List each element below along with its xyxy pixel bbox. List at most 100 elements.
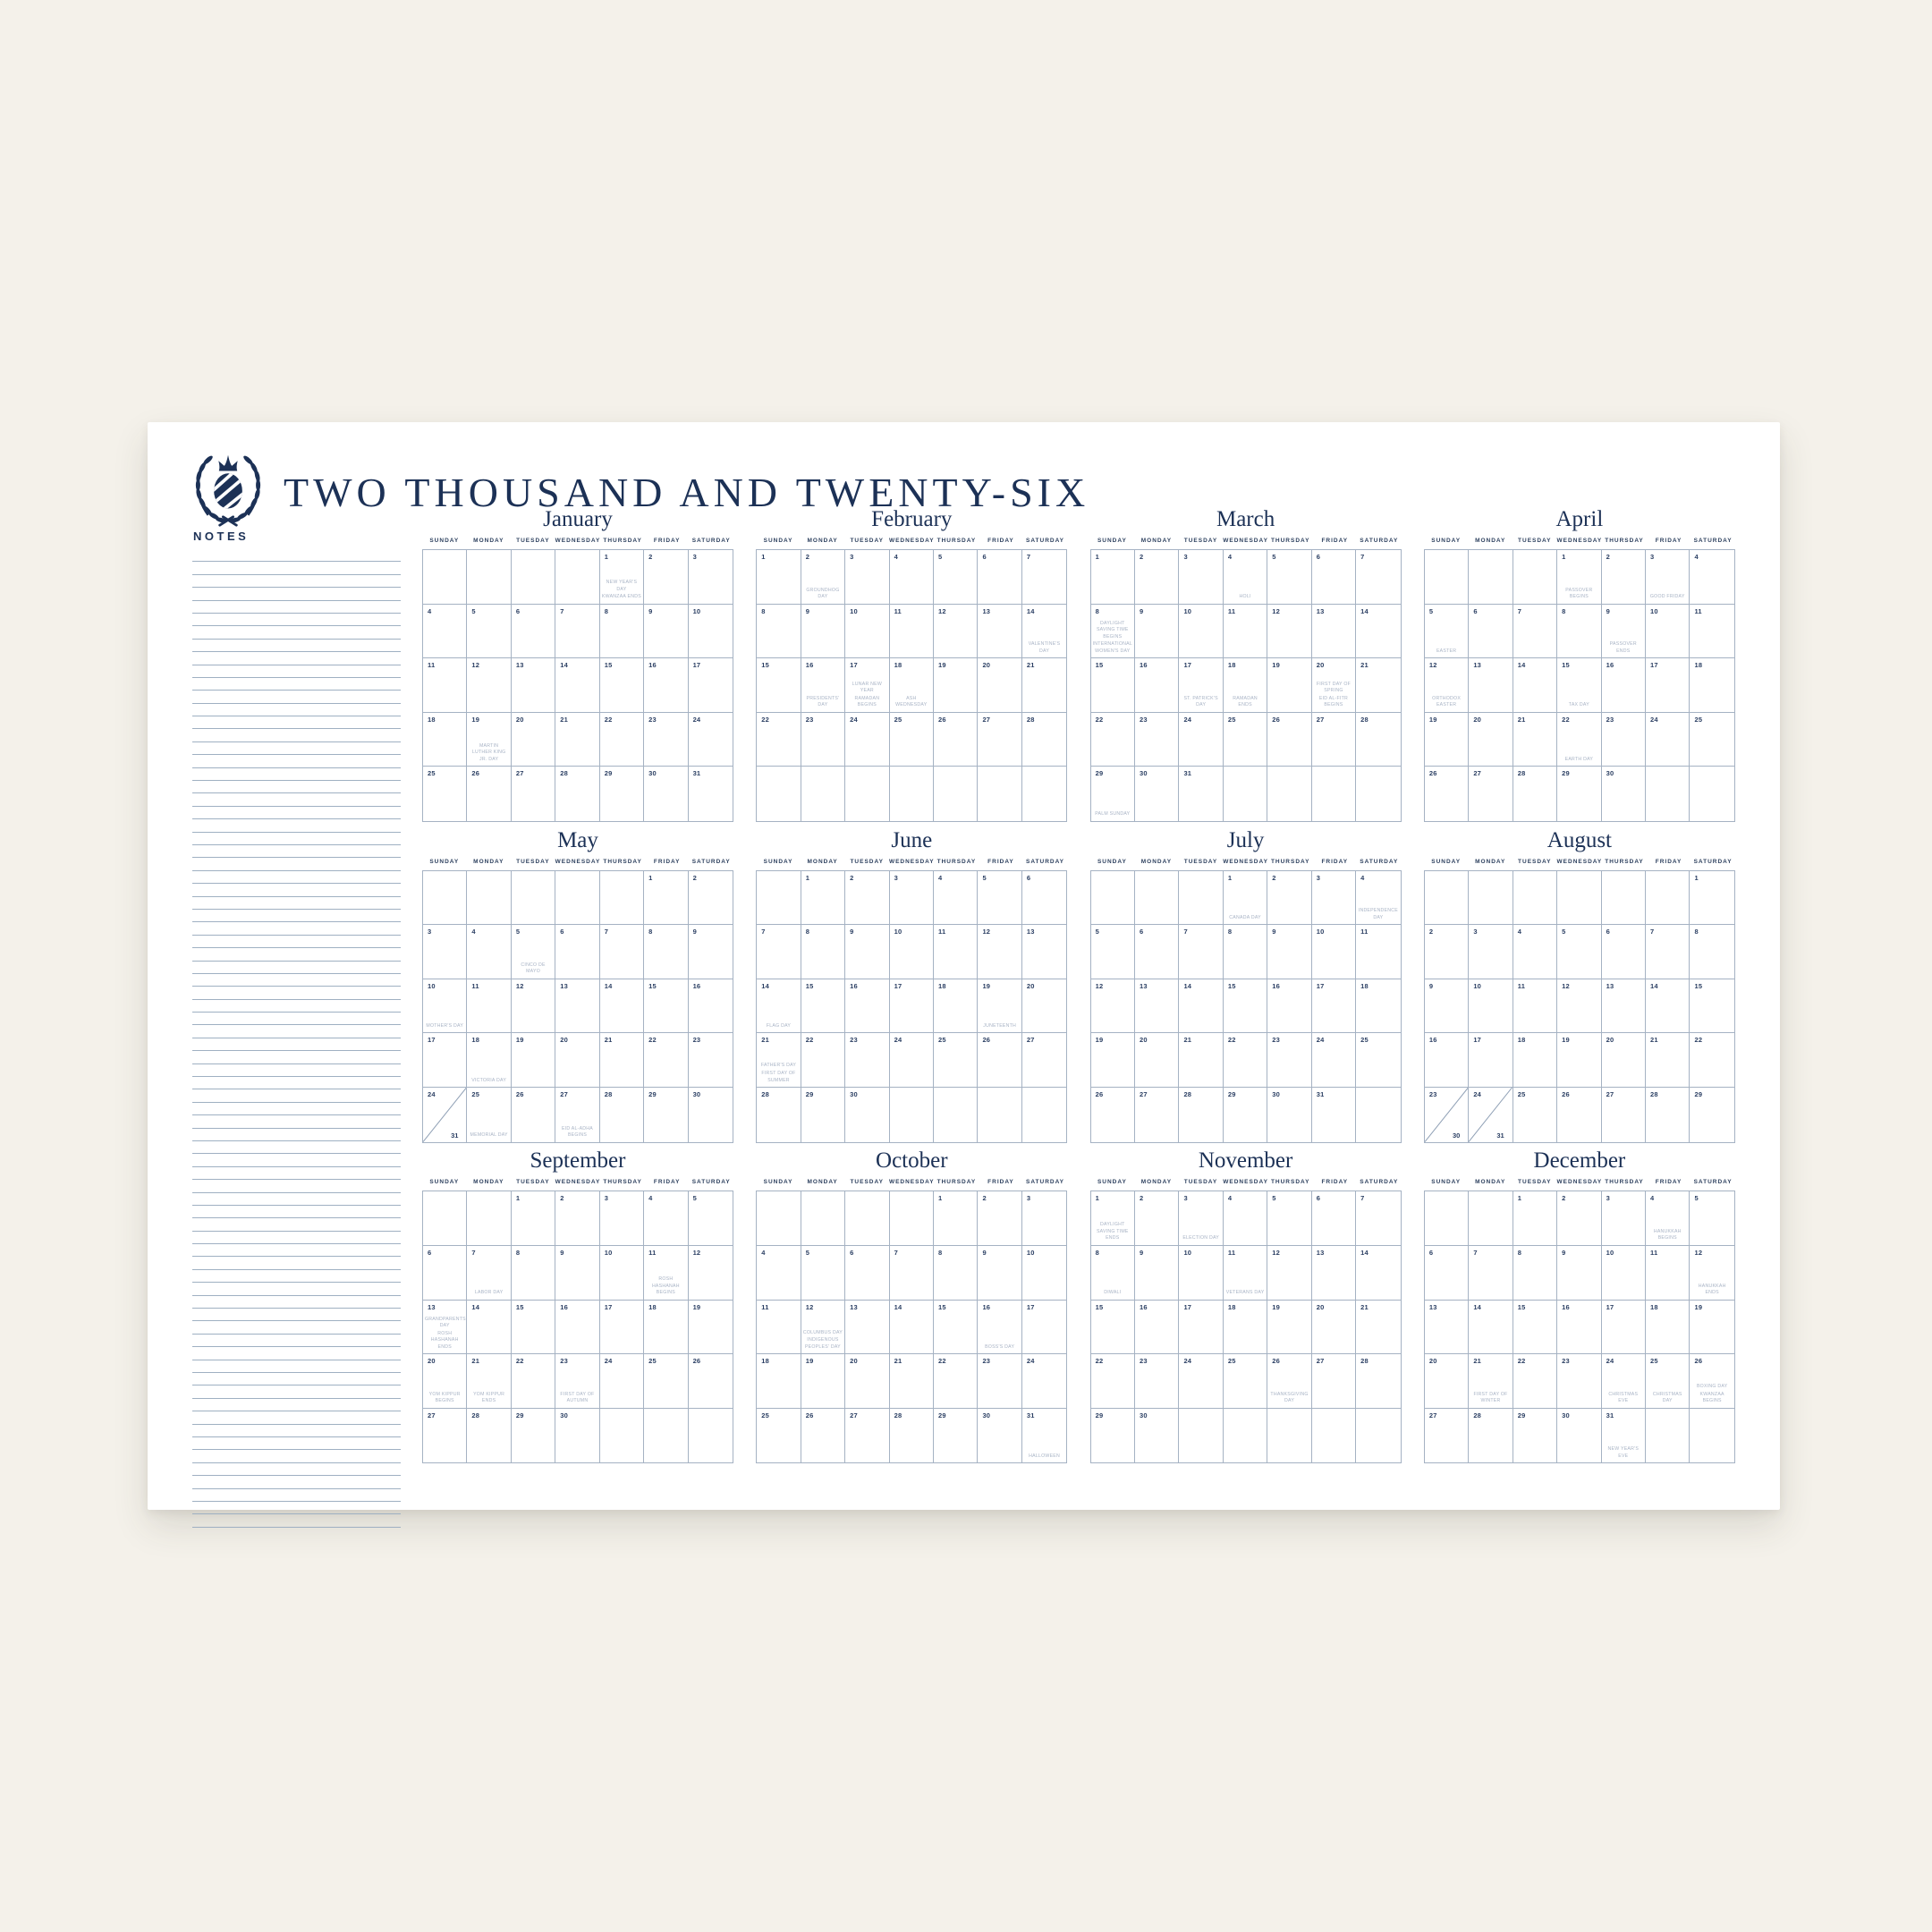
day-number: 17 [850, 661, 858, 670]
day-cell: 21 [555, 712, 600, 767]
day-number: 20 [982, 661, 991, 670]
day-cell: 16 PRESIDENTS' DAY [801, 658, 846, 713]
day-cell: 3 GOOD FRIDAY [1646, 550, 1690, 605]
day-cell: 1 [757, 550, 801, 605]
month-title: April [1555, 507, 1604, 531]
day-number: 22 [761, 715, 770, 724]
day-number: 22 [515, 1357, 524, 1366]
day-number: 1 [1095, 1194, 1099, 1203]
holiday-label: LUNAR NEW YEAR [852, 681, 883, 694]
day-cell: 22 [644, 1033, 689, 1089]
day-cell: 5 CINCO DE MAYO [511, 925, 556, 979]
notes-line [192, 1309, 401, 1322]
day-number: 11 [428, 661, 436, 670]
day-number: 5 [805, 1248, 810, 1257]
day-number: 21 [1360, 661, 1368, 670]
day-cell: 28 [1356, 1354, 1401, 1409]
weekday-label: MONDAY [1140, 538, 1173, 544]
weekday-label: FRIDAY [1655, 538, 1682, 544]
day-number: 20 [1606, 1036, 1614, 1045]
day-cell: 5 [934, 550, 979, 605]
notes-line [192, 1089, 401, 1103]
day-number: 2 [1272, 873, 1276, 882]
day-cell: 7 [1356, 1191, 1401, 1246]
day-cell: 25 [1513, 1088, 1558, 1142]
month-title: November [1198, 1148, 1293, 1174]
day-number: 25 [1694, 715, 1703, 724]
day-cell: 15 [1090, 658, 1136, 713]
day-number: 5 [1095, 928, 1099, 936]
weekday-label: FRIDAY [1321, 1179, 1349, 1186]
day-cell: 3 [599, 1191, 645, 1246]
day-cell: 17 [599, 1300, 645, 1355]
day-cell: 30 [978, 1408, 1022, 1463]
weekday-label: MONDAY [473, 1179, 504, 1186]
day-number: 10 [1026, 1248, 1035, 1257]
pineapple-laurel-crest-icon [195, 453, 262, 527]
day-cell: 12 [978, 925, 1022, 979]
day-number: 10 [1473, 981, 1482, 990]
day-cell: 5 [978, 870, 1022, 926]
day-cell: 2 [644, 550, 689, 605]
weekday-header-row: SUNDAY MONDAY TUESDAY WEDNESDAY THURSDAY FRID… [1090, 535, 1402, 549]
day-number: 6 [428, 1248, 432, 1257]
day-cell: 15 [1513, 1300, 1558, 1355]
day-cell: 1 [1090, 550, 1136, 605]
month-grid: 1 2 3 4 5 CINCO DE MAYO 6 7 8 9 10 MOTHER'S DAY 11 12… [422, 869, 733, 1143]
day-cell: 6 [555, 925, 600, 979]
day-cell: 19 MARTIN LUTHER KING JR. DAY [467, 712, 512, 767]
day-cell: 27 [1311, 1354, 1357, 1409]
day-cell: 12 [688, 1246, 733, 1301]
day-cell: 22 [757, 712, 801, 767]
weekday-label: TUESDAY [850, 1179, 884, 1186]
day-cell: 5 [1090, 925, 1136, 979]
holiday-label: EARTH DAY [1564, 756, 1594, 762]
day-number: 6 [1140, 928, 1144, 936]
day-number: 18 [761, 1357, 770, 1366]
day-cell: 5 [1690, 1191, 1734, 1246]
day-cell: 21 [1179, 1033, 1224, 1089]
holiday-labels: HOLI [1225, 593, 1265, 601]
day-cell: 8 DIWALI [1090, 1245, 1136, 1301]
notes-line [192, 897, 401, 910]
day-cell: 22 [801, 1033, 846, 1089]
day-cell: 8 [599, 604, 645, 659]
day-number: 21 [1473, 1357, 1482, 1366]
notes-line [192, 1385, 401, 1399]
day-cell: 6 [423, 1245, 468, 1301]
day-cell: 16 [1135, 658, 1180, 713]
day-number: 1 [1517, 1194, 1522, 1203]
day-number: 11 [648, 1248, 657, 1257]
day-number: 6 [560, 928, 564, 936]
day-cell [1424, 550, 1470, 605]
day-number: 15 [1095, 661, 1104, 670]
day-number: 15 [1517, 1302, 1526, 1311]
day-number: 7 [1183, 928, 1188, 936]
day-number: 14 [1360, 1248, 1368, 1257]
day-cell: 11 [1356, 925, 1401, 979]
weekday-label: WEDNESDAY [1556, 538, 1603, 544]
weekday-label: MONDAY [807, 538, 838, 544]
day-cell: 29 [600, 767, 645, 821]
holiday-labels: EARTH DAY [1559, 756, 1598, 764]
day-cell: 14 [599, 979, 645, 1034]
day-number: 19 [1562, 1036, 1570, 1045]
day-cell: 23 [801, 712, 846, 767]
day-cell: 22 [1690, 1033, 1734, 1089]
day-cell: 20 [1311, 1300, 1357, 1355]
day-number: 6 [850, 1248, 854, 1257]
day-number: 12 [1272, 606, 1281, 615]
day-number: 8 [1095, 1248, 1099, 1257]
month-july: July SUNDAY MONDAY TUESDAY WEDNESDAY THURSDAY… [1089, 827, 1402, 1143]
day-number: 11 [894, 606, 902, 615]
day-cell: 19 [1090, 1033, 1136, 1089]
day-cell: 3 [1021, 1191, 1067, 1246]
day-cell: 8 [801, 925, 846, 979]
day-cell: 8 [1557, 604, 1602, 659]
notes-line [192, 1000, 401, 1013]
day-cell: 12 [1557, 979, 1602, 1034]
day-number: 28 [1517, 769, 1526, 778]
day-number: 17 [1650, 661, 1658, 670]
day-number: 12 [515, 981, 524, 990]
day-number: 2 [1140, 553, 1144, 561]
